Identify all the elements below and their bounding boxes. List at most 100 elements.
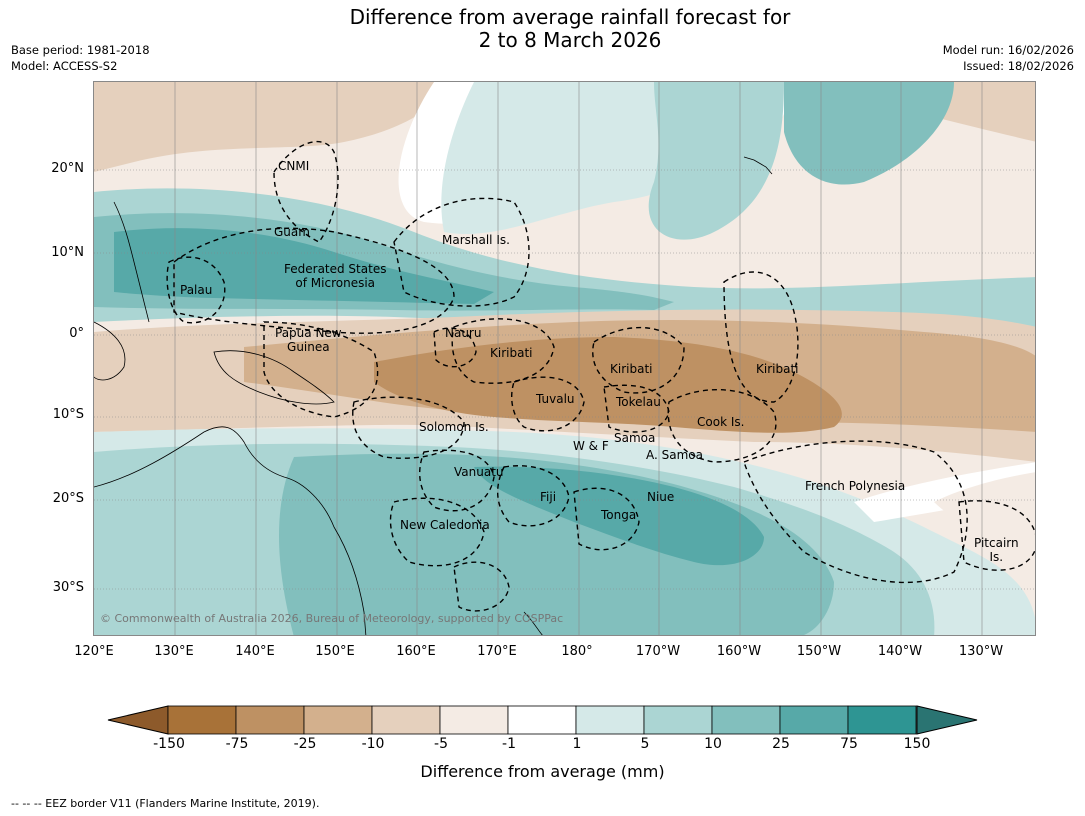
- place-pitcairn: Pitcairn Is.: [974, 536, 1019, 564]
- place-png-line1: Papua New: [275, 326, 342, 340]
- place-niue: Niue: [647, 490, 675, 504]
- place-kiribati-e: Kiribati: [756, 362, 799, 376]
- colorbar-box-4: [439, 705, 509, 735]
- eez-palau: [166, 256, 226, 324]
- lon-label-150w: 150°W: [796, 644, 842, 659]
- place-tonga: Tonga: [601, 508, 637, 522]
- brown-se-patch: [934, 472, 1035, 552]
- map-canvas: © Commonwealth of Australia 2026, Bureau…: [94, 82, 1035, 635]
- eez-frpoly: [743, 440, 968, 584]
- colorbar-box-8: [711, 705, 781, 735]
- place-newcal: New Caledonia: [400, 518, 490, 532]
- cb-tick-4: -5: [434, 736, 448, 752]
- place-marshall: Marshall Is.: [442, 233, 510, 247]
- cb-tick-8: 10: [704, 736, 722, 752]
- eez-fiji: [497, 465, 570, 527]
- colorbar-arrow-high: [916, 705, 978, 735]
- place-frpoly: French Polynesia: [805, 479, 906, 493]
- white-se: [854, 462, 1035, 522]
- lon-label-170e: 170°E: [477, 644, 517, 659]
- place-asamoa: A. Samoa: [646, 448, 703, 462]
- place-fsm-line2: of Micronesia: [295, 276, 376, 290]
- place-tokelau: Tokelau: [616, 395, 661, 409]
- place-cook: Cook Is.: [697, 415, 745, 429]
- place-palau: Palau: [180, 283, 213, 297]
- eez-borders: [166, 141, 1035, 612]
- lat-label-20s: 20°S: [52, 491, 84, 506]
- colorbar-box-0: [167, 705, 237, 735]
- cb-tick-2: -25: [293, 736, 317, 752]
- chart-title: Difference from average rainfall forecas…: [0, 6, 1085, 52]
- place-fiji: Fiji: [540, 490, 557, 504]
- place-png-line2: Guinea: [287, 340, 330, 354]
- teal-north-ne: [784, 82, 954, 185]
- cb-tick-6: 1: [572, 736, 582, 752]
- cb-tick-1: -75: [225, 736, 249, 752]
- rainfall-map: © Commonwealth of Australia 2026, Bureau…: [93, 81, 1036, 636]
- eez-kiribati-w: [451, 318, 555, 384]
- colorbar-box-10: [847, 705, 917, 735]
- place-fsm-line1: Federated States: [284, 262, 387, 276]
- eez-kiribati-c: [592, 326, 685, 394]
- eez-solomon: [352, 396, 465, 459]
- australia-coast: [94, 426, 367, 635]
- colorbar: [107, 705, 978, 735]
- model-run: Model run: 16/02/2026: [942, 43, 1074, 57]
- eez-newcal: [389, 497, 485, 567]
- lat-label-10n: 10°N: [51, 245, 84, 260]
- lon-label-170w: 170°W: [635, 644, 681, 659]
- eez-tokelau: [603, 384, 670, 433]
- lon-label-140w: 140°W: [877, 644, 923, 659]
- lat-label-20n: 20°N: [51, 161, 84, 176]
- eez-tuvalu: [511, 376, 585, 432]
- place-pitcairn-line2: Is.: [989, 550, 1004, 564]
- cb-tick-7: 5: [640, 736, 650, 752]
- eez-pitcairn: [958, 500, 1035, 571]
- colorbar-arrow-low: [107, 705, 169, 735]
- cb-tick-5: -1: [502, 736, 516, 752]
- title-line-1: Difference from average rainfall forecas…: [349, 5, 791, 29]
- eez-tonga: [573, 487, 640, 551]
- place-kiribati-w: Kiribati: [490, 346, 533, 360]
- teal-itcz-core: [114, 228, 494, 304]
- lat-label-0: 0°: [69, 326, 84, 341]
- issued-date: Issued: 18/02/2026: [963, 59, 1074, 73]
- eez-nz-kermadec: [453, 561, 510, 612]
- lon-label-150e: 150°E: [315, 644, 355, 659]
- gridlines: [94, 82, 1035, 635]
- lat-label-30s: 30°S: [52, 580, 84, 595]
- place-samoa: Samoa: [614, 431, 656, 445]
- teal-south-core: [474, 466, 764, 566]
- place-fsm: Federated States of Micronesia: [284, 262, 386, 290]
- eez-cnmi: [273, 141, 339, 243]
- place-kiribati-c: Kiribati: [610, 362, 653, 376]
- cb-tick-3: -10: [361, 736, 385, 752]
- lat-label-10s: 10°S: [52, 407, 84, 422]
- colorbar-box-5: [507, 705, 577, 735]
- title-line-2: 2 to 8 March 2026: [478, 28, 662, 52]
- lon-label-120e: 120°E: [74, 644, 114, 659]
- cb-tick-0: -150: [153, 736, 185, 752]
- place-tuvalu: Tuvalu: [536, 392, 575, 406]
- colorbar-title: Difference from average (mm): [420, 762, 665, 781]
- colorbar-box-1: [235, 705, 305, 735]
- eez-footnote: -- -- -- EEZ border V11 (Flanders Marine…: [11, 797, 320, 810]
- teal-north-mid: [648, 82, 784, 240]
- base-period: Base period: 1981-2018: [11, 43, 150, 57]
- new-guinea-coast: [213, 350, 335, 405]
- lon-label-160e: 160°E: [396, 644, 436, 659]
- landmasses: [94, 156, 773, 635]
- copyright-text: © Commonwealth of Australia 2026, Bureau…: [100, 612, 563, 625]
- place-pitcairn-line1: Pitcairn: [974, 536, 1019, 550]
- colorbar-box-3: [371, 705, 441, 735]
- model-name: Model: ACCESS-S2: [11, 59, 118, 73]
- new-zealand-north: [523, 611, 543, 635]
- brown-north-band: [94, 82, 454, 172]
- lon-label-160w: 160°W: [716, 644, 762, 659]
- eez-kiribati-e: [723, 271, 799, 403]
- colorbar-box-7: [643, 705, 713, 735]
- borneo-coast: [94, 321, 126, 381]
- lon-label-130w: 130°W: [958, 644, 1004, 659]
- colorbar-box-2: [303, 705, 373, 735]
- place-guam: Guam: [274, 225, 310, 239]
